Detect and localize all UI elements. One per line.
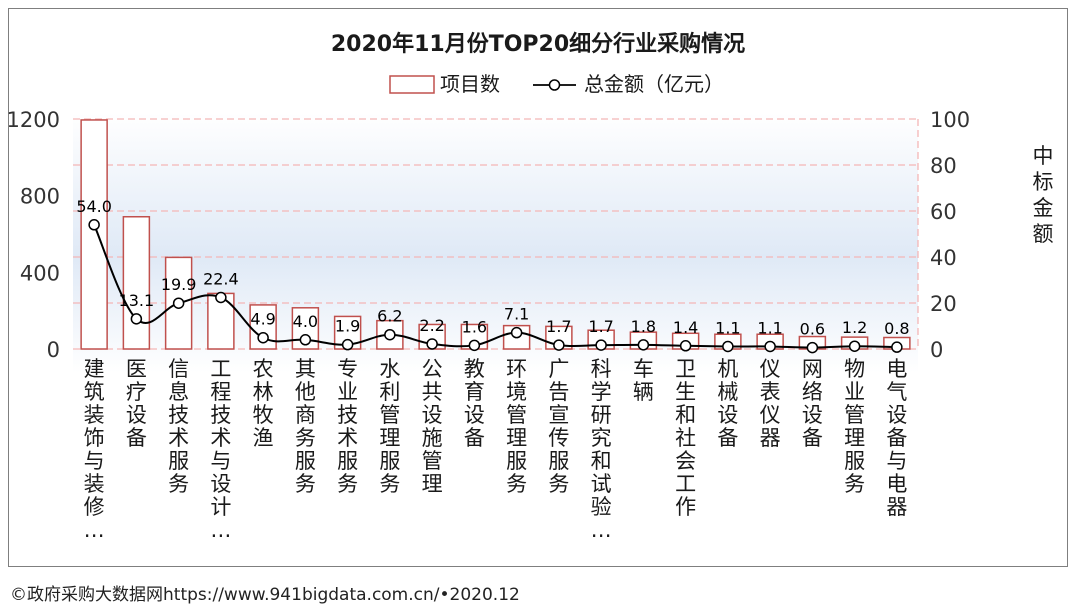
line-point xyxy=(341,338,354,351)
line-point xyxy=(722,340,734,353)
line-point xyxy=(891,341,903,353)
line-data-label: 1.1 xyxy=(757,318,782,337)
line-point xyxy=(384,328,396,341)
bar xyxy=(80,119,108,350)
bar xyxy=(122,216,151,350)
line-data-label: 1.2 xyxy=(842,318,867,337)
right-tick-label: 20 xyxy=(930,292,957,316)
right-tick-label: 60 xyxy=(930,200,957,224)
category-label: 卫生和社会工作 xyxy=(675,357,696,519)
line-data-label: 6.2 xyxy=(377,307,402,326)
line-data-label: 1.9 xyxy=(335,317,360,336)
category-label: 工程技术与设计… xyxy=(210,357,231,542)
category-label: 公共设施管理 xyxy=(422,357,443,496)
right-tick-label: 0 xyxy=(930,338,943,362)
left-tick-label: 800 xyxy=(20,185,60,209)
line-point xyxy=(215,291,227,304)
category-label: 水利管理服务 xyxy=(379,357,400,496)
left-tick-label: 400 xyxy=(20,261,60,285)
right-axis-ticks: 0 20 40 60 80 100 xyxy=(930,108,970,362)
legend: 项目数 总金额（亿元） xyxy=(389,72,724,96)
right-tick-label: 80 xyxy=(930,154,957,178)
line-point xyxy=(130,313,143,325)
category-label: 网络设备 xyxy=(802,357,823,450)
category-label: 建筑装饰与装修… xyxy=(84,357,105,542)
line-data-label: 2.2 xyxy=(419,316,444,335)
line-point xyxy=(553,339,565,351)
line-data-label: 1.7 xyxy=(546,317,571,336)
plot-background xyxy=(73,113,918,373)
legend-line-marker xyxy=(548,79,561,91)
line-data-label: 54.0 xyxy=(76,197,112,216)
category-label: 教育设备 xyxy=(464,357,485,450)
category-label: 信息技术服务 xyxy=(168,357,189,496)
line-point xyxy=(679,340,692,352)
line-data-label: 4.0 xyxy=(293,312,318,331)
chart-svg: 2020年11月份TOP20细分行业采购情况 项目数 总金额（亿元） 04008… xyxy=(8,31,1054,542)
line-point xyxy=(426,338,438,350)
line-data-label: 1.7 xyxy=(588,317,613,336)
line-point xyxy=(637,339,650,351)
line-data-label: 4.9 xyxy=(250,310,275,329)
line-data-label: 1.8 xyxy=(631,317,656,336)
line-data-label: 13.1 xyxy=(119,291,155,310)
line-series: 54.0 13.1 19.9 22.4 4.9 4.0 1.9 6.2 2.2 1.6 7.1 1.7… xyxy=(76,197,910,354)
line-data-label: 1.6 xyxy=(462,317,487,336)
category-label: 物业管理服务 xyxy=(844,357,865,496)
left-axis-ticks: 0 400 800 1200 xyxy=(8,108,60,362)
line-data-label: 1.4 xyxy=(673,318,698,337)
line-data-label: 0.6 xyxy=(800,320,825,339)
category-label: 车辆 xyxy=(633,357,654,404)
left-tick-label: 1200 xyxy=(8,108,60,132)
chart-title: 2020年11月份TOP20细分行业采购情况 xyxy=(331,31,745,57)
legend-bar-label: 项目数 xyxy=(440,72,500,96)
legend-bar-swatch xyxy=(389,75,435,94)
line-point xyxy=(468,339,481,352)
line-data-label: 19.9 xyxy=(161,275,197,294)
category-label: 广告宣传服务 xyxy=(548,357,569,496)
line-point xyxy=(806,341,819,354)
line-point xyxy=(299,334,312,346)
line-point xyxy=(595,339,607,351)
category-label: 专业技术服务 xyxy=(337,357,358,496)
category-label: 医疗设备 xyxy=(126,357,147,450)
line-point xyxy=(88,219,100,231)
category-label: 电气设备与电器 xyxy=(886,357,907,519)
right-tick-label: 100 xyxy=(930,108,970,132)
left-tick-label: 0 xyxy=(47,338,60,362)
line-point xyxy=(257,331,269,344)
right-tick-label: 40 xyxy=(930,246,957,270)
category-label: 机械设备 xyxy=(717,357,738,450)
line-data-label: 1.1 xyxy=(715,318,740,337)
line-point xyxy=(848,340,861,352)
category-label: 仪表仪器 xyxy=(760,357,781,450)
line-data-label: 0.8 xyxy=(884,319,909,338)
right-axis-label: 中标金额 xyxy=(1033,144,1054,246)
line-data-label: 22.4 xyxy=(203,269,239,288)
category-label: 其他商务服务 xyxy=(295,357,316,496)
category-label: 农林牧渔 xyxy=(253,357,274,450)
legend-line-label: 总金额（亿元） xyxy=(584,72,724,96)
line-point xyxy=(172,297,185,309)
source-footer: ©政府采购大数据网https://www.941bigdata.com.cn/•… xyxy=(10,585,520,605)
right-axis-title: 中标金额 xyxy=(1033,144,1054,246)
category-label: 科学研究和试验… xyxy=(591,357,612,542)
category-label: 环境管理服务 xyxy=(506,357,527,496)
line-point xyxy=(764,340,776,353)
line-data-label: 7.1 xyxy=(504,305,529,324)
line-point xyxy=(510,326,523,339)
